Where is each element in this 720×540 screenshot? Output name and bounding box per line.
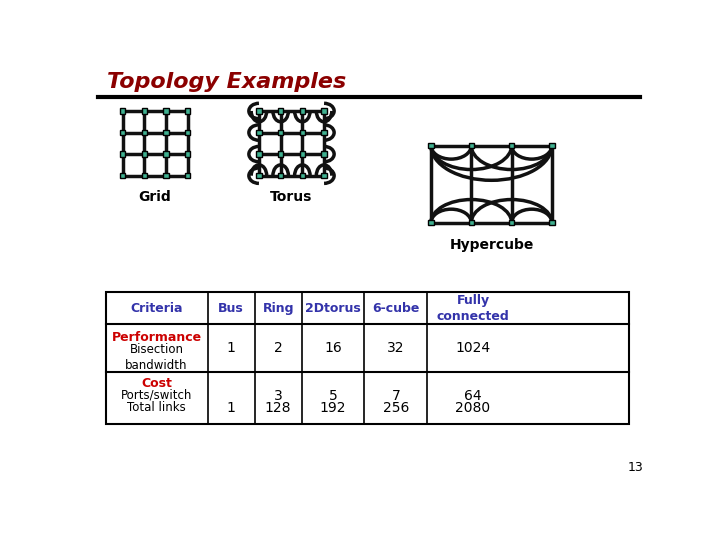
FancyBboxPatch shape bbox=[321, 151, 327, 157]
FancyBboxPatch shape bbox=[256, 109, 261, 114]
FancyBboxPatch shape bbox=[278, 109, 284, 114]
Text: 5: 5 bbox=[329, 389, 338, 403]
FancyBboxPatch shape bbox=[428, 143, 433, 148]
FancyBboxPatch shape bbox=[163, 109, 168, 114]
FancyBboxPatch shape bbox=[278, 173, 284, 178]
Text: Grid: Grid bbox=[139, 190, 171, 204]
FancyBboxPatch shape bbox=[120, 109, 125, 114]
FancyBboxPatch shape bbox=[278, 130, 284, 135]
FancyBboxPatch shape bbox=[509, 220, 514, 225]
Text: Total links: Total links bbox=[127, 401, 186, 414]
FancyBboxPatch shape bbox=[142, 130, 147, 135]
FancyBboxPatch shape bbox=[163, 130, 168, 135]
FancyBboxPatch shape bbox=[549, 143, 554, 148]
Text: 64: 64 bbox=[464, 389, 482, 403]
Text: 1024: 1024 bbox=[456, 341, 490, 355]
FancyBboxPatch shape bbox=[321, 173, 327, 178]
Text: 7: 7 bbox=[392, 389, 400, 403]
Text: 13: 13 bbox=[628, 462, 644, 475]
FancyBboxPatch shape bbox=[256, 173, 261, 178]
Text: 128: 128 bbox=[265, 401, 292, 415]
Text: 3: 3 bbox=[274, 389, 282, 403]
FancyBboxPatch shape bbox=[509, 143, 514, 148]
Text: 192: 192 bbox=[320, 401, 346, 415]
Text: Cost: Cost bbox=[141, 377, 172, 390]
Bar bbox=[106, 292, 629, 424]
Text: 2080: 2080 bbox=[456, 401, 490, 415]
Text: 6-cube: 6-cube bbox=[372, 302, 420, 315]
Text: 16: 16 bbox=[324, 341, 342, 355]
Text: Topology Examples: Topology Examples bbox=[107, 72, 346, 92]
FancyBboxPatch shape bbox=[300, 151, 305, 157]
FancyBboxPatch shape bbox=[185, 151, 190, 157]
FancyBboxPatch shape bbox=[300, 130, 305, 135]
FancyBboxPatch shape bbox=[120, 130, 125, 135]
Text: 32: 32 bbox=[387, 341, 405, 355]
Text: Ring: Ring bbox=[262, 302, 294, 315]
Text: Ports/switch: Ports/switch bbox=[121, 389, 192, 402]
Text: 2Dtorus: 2Dtorus bbox=[305, 302, 361, 315]
Text: 1: 1 bbox=[227, 341, 235, 355]
FancyBboxPatch shape bbox=[163, 151, 168, 157]
Text: Performance: Performance bbox=[112, 331, 202, 344]
FancyBboxPatch shape bbox=[185, 173, 190, 178]
FancyBboxPatch shape bbox=[142, 173, 147, 178]
Text: 2: 2 bbox=[274, 341, 282, 355]
Text: Fully
connected: Fully connected bbox=[436, 294, 509, 322]
FancyBboxPatch shape bbox=[428, 220, 433, 225]
Text: Torus: Torus bbox=[270, 190, 312, 204]
FancyBboxPatch shape bbox=[469, 220, 474, 225]
Text: Bus: Bus bbox=[218, 302, 244, 315]
Text: Bisection
bandwidth: Bisection bandwidth bbox=[125, 343, 188, 372]
FancyBboxPatch shape bbox=[300, 109, 305, 114]
FancyBboxPatch shape bbox=[300, 173, 305, 178]
FancyBboxPatch shape bbox=[256, 151, 261, 157]
FancyBboxPatch shape bbox=[469, 143, 474, 148]
FancyBboxPatch shape bbox=[278, 151, 284, 157]
FancyBboxPatch shape bbox=[549, 220, 554, 225]
Text: 256: 256 bbox=[382, 401, 409, 415]
FancyBboxPatch shape bbox=[142, 109, 147, 114]
Text: Hypercube: Hypercube bbox=[449, 238, 534, 252]
FancyBboxPatch shape bbox=[321, 109, 327, 114]
FancyBboxPatch shape bbox=[120, 151, 125, 157]
Text: Criteria: Criteria bbox=[130, 302, 183, 315]
FancyBboxPatch shape bbox=[256, 130, 261, 135]
FancyBboxPatch shape bbox=[142, 151, 147, 157]
FancyBboxPatch shape bbox=[185, 130, 190, 135]
FancyBboxPatch shape bbox=[120, 173, 125, 178]
FancyBboxPatch shape bbox=[163, 173, 168, 178]
FancyBboxPatch shape bbox=[185, 109, 190, 114]
Text: 1: 1 bbox=[227, 401, 235, 415]
FancyBboxPatch shape bbox=[321, 130, 327, 135]
